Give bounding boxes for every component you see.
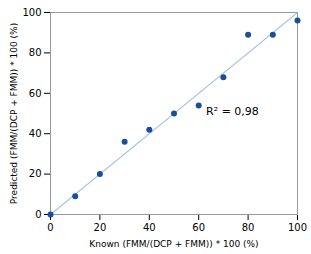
svg-text:0: 0	[35, 209, 41, 220]
svg-text:80: 80	[29, 47, 42, 58]
svg-text:60: 60	[29, 88, 42, 99]
svg-text:100: 100	[22, 7, 41, 18]
svg-text:0: 0	[47, 222, 53, 233]
svg-text:40: 40	[143, 222, 156, 233]
svg-text:Predicted (FMM/(DCP + FMM)) *: Predicted (FMM/(DCP + FMM)) * 100 (%)	[9, 23, 19, 204]
svg-text:100: 100	[288, 222, 307, 233]
svg-text:Known (FMM/(DCP + FMM)) * 100: Known (FMM/(DCP + FMM)) * 100 (%)	[89, 239, 258, 249]
svg-text:20: 20	[29, 168, 42, 179]
svg-text:60: 60	[192, 222, 205, 233]
svg-text:80: 80	[242, 222, 255, 233]
svg-text:40: 40	[29, 128, 42, 139]
svg-text:20: 20	[94, 222, 107, 233]
svg-text:R² = 0,98: R² = 0,98	[206, 105, 259, 118]
